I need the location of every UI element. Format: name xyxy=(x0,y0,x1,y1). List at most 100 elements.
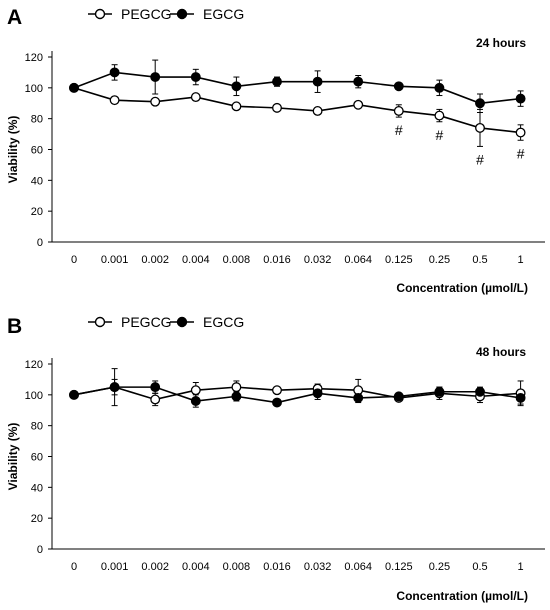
y-tick-label: 80 xyxy=(31,421,43,433)
y-tick-label: 20 xyxy=(31,206,43,218)
data-point-filled xyxy=(515,392,526,403)
data-point-open xyxy=(515,127,526,138)
filled-circle-marker-icon xyxy=(176,316,188,328)
x-tick-label: 0.064 xyxy=(344,561,372,573)
data-point-open xyxy=(231,101,242,112)
y-tick-label: 60 xyxy=(31,452,43,464)
series-egcg xyxy=(73,59,524,113)
y-tick-label: 100 xyxy=(25,390,43,402)
data-point-open xyxy=(393,106,404,116)
data-point-open xyxy=(434,110,445,121)
data-point-open xyxy=(353,99,364,110)
data-point-open xyxy=(190,385,201,396)
significance-marker: # xyxy=(395,122,403,138)
x-tick-label: 0.25 xyxy=(429,561,450,573)
series-egcg xyxy=(73,378,524,408)
x-tick-label: 0.032 xyxy=(304,561,332,573)
data-point-filled xyxy=(393,391,404,402)
data-point-filled xyxy=(150,72,161,82)
y-axis-title: Viability (%) xyxy=(6,116,20,184)
x-tick-label: 0.001 xyxy=(101,254,129,266)
y-tick-label: 120 xyxy=(25,359,43,371)
data-point-filled xyxy=(231,81,242,92)
x-tick-label: 0.004 xyxy=(182,254,210,266)
x-tick-label: 0 xyxy=(71,561,77,573)
x-tick-label: 0 xyxy=(71,254,77,266)
x-tick-label: 0.016 xyxy=(263,254,291,266)
legend: PEGCG EGCG xyxy=(88,314,244,330)
data-point-filled xyxy=(515,93,526,104)
y-tick-label: 120 xyxy=(25,52,43,64)
data-point-open xyxy=(475,122,485,133)
data-point-filled xyxy=(190,72,201,82)
data-point-filled xyxy=(434,82,445,93)
markers-pegcg xyxy=(69,82,526,138)
y-tick-label: 100 xyxy=(25,83,43,95)
data-point-open xyxy=(150,394,161,405)
data-point-filled xyxy=(190,396,201,406)
time-label: 24 hours xyxy=(476,36,526,50)
y-tick-label: 20 xyxy=(31,513,43,525)
data-point-open xyxy=(109,95,120,106)
markers-egcg xyxy=(69,67,526,109)
legend-label: EGCG xyxy=(203,314,244,330)
series-pegcg xyxy=(73,87,524,147)
y-tick-label: 60 xyxy=(31,145,43,157)
x-tick-label: 0.004 xyxy=(182,561,210,573)
data-point-open xyxy=(312,106,323,116)
y-tick-label: 80 xyxy=(31,114,43,126)
x-tick-label: 0.125 xyxy=(385,561,413,573)
data-point-open xyxy=(190,92,201,103)
data-point-filled xyxy=(231,391,242,402)
data-point-filled xyxy=(272,397,282,408)
legend: PEGCG EGCG xyxy=(88,6,244,22)
y-axis-title: Viability (%) xyxy=(6,423,20,491)
data-point-open xyxy=(272,102,282,113)
legend-label: PEGCG xyxy=(121,6,172,22)
open-circle-marker-icon xyxy=(94,8,106,20)
markers-pegcg xyxy=(69,382,526,405)
data-point-open xyxy=(272,385,282,396)
data-point-filled xyxy=(150,382,161,393)
y-tick-label: 0 xyxy=(37,237,43,249)
data-point-filled xyxy=(272,76,282,87)
legend-label: EGCG xyxy=(203,6,244,22)
data-point-filled xyxy=(69,82,79,93)
legend-label: PEGCG xyxy=(121,314,172,330)
x-tick-label: 0.008 xyxy=(223,254,251,266)
y-tick-label: 0 xyxy=(37,544,43,556)
panel-letter: A xyxy=(7,6,22,29)
significance-marker: # xyxy=(517,145,525,161)
significance-marker: # xyxy=(436,127,444,143)
x-tick-label: 0.5 xyxy=(472,254,487,266)
series-line xyxy=(73,386,521,401)
y-tick-label: 40 xyxy=(31,482,43,494)
data-point-filled xyxy=(69,389,79,400)
filled-circle-marker-icon xyxy=(176,8,188,20)
time-label: 48 hours xyxy=(476,345,526,359)
data-point-filled xyxy=(109,67,120,78)
chart-panel-b: B PEGCG EGCG 48 hours 0 20 40 60 80 100 120 0 0.001 0… xyxy=(6,314,545,603)
x-tick-label: 0.002 xyxy=(141,254,169,266)
markers-egcg xyxy=(69,382,526,408)
x-tick-label: 0.064 xyxy=(344,254,372,266)
data-point-filled xyxy=(475,98,485,109)
data-point-filled xyxy=(393,81,404,92)
data-point-filled xyxy=(475,386,485,397)
x-tick-label: 0.032 xyxy=(304,254,332,266)
open-circle-marker-icon xyxy=(94,316,106,328)
data-point-filled xyxy=(312,76,323,87)
series-line xyxy=(73,386,521,404)
data-point-filled xyxy=(353,392,364,403)
x-tick-label: 0.125 xyxy=(385,254,413,266)
x-tick-label: 0.008 xyxy=(223,561,251,573)
x-tick-label: 1 xyxy=(518,254,524,266)
data-point-open xyxy=(150,96,161,107)
significance-marker: # xyxy=(476,151,484,167)
data-point-open xyxy=(231,382,242,393)
x-axis-title: Concentration (µmol/L) xyxy=(396,589,528,603)
data-point-filled xyxy=(312,388,323,399)
y-tick-label: 40 xyxy=(31,175,43,187)
data-point-filled xyxy=(353,76,364,87)
